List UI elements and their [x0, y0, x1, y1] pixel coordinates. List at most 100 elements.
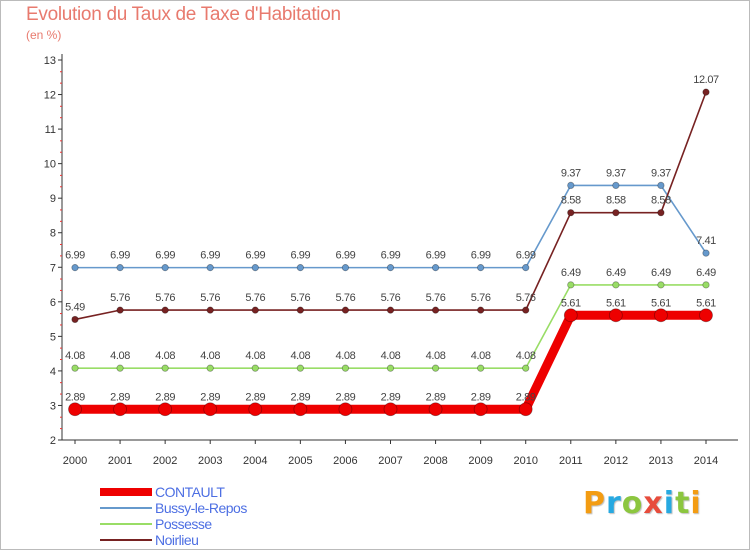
data-label: 5.61	[606, 297, 626, 309]
data-label: 6.99	[110, 250, 130, 262]
legend-item-noirlieu: Noirlieu	[100, 532, 199, 548]
y-tick-label: 12	[44, 90, 56, 102]
data-label: 6.99	[336, 250, 356, 262]
data-label: 2.89	[290, 391, 310, 403]
x-tick-label: 2004	[243, 455, 267, 467]
logo-letter: P	[583, 486, 606, 521]
data-point	[612, 181, 620, 189]
data-point	[296, 364, 304, 372]
y-tick-label: 4	[50, 366, 56, 378]
legend-swatch	[100, 539, 152, 541]
data-label: 2.89	[200, 391, 220, 403]
legend-swatch	[100, 488, 152, 496]
data-point	[522, 306, 530, 314]
data-point	[251, 306, 259, 314]
data-point	[251, 364, 259, 372]
data-label: 5.61	[561, 297, 581, 309]
data-label: 12.07	[693, 74, 719, 86]
y-tick-label: 5	[50, 331, 56, 343]
data-point	[612, 209, 620, 217]
data-label: 4.08	[290, 350, 310, 362]
data-label: 6.99	[471, 250, 491, 262]
logo-letter: r	[606, 486, 622, 521]
data-point	[386, 264, 395, 272]
data-point	[383, 402, 398, 417]
data-point	[206, 364, 214, 372]
data-point	[567, 281, 575, 289]
x-tick-label: 2000	[63, 455, 87, 467]
data-label: 6.99	[200, 250, 220, 262]
data-label: 2.89	[516, 391, 536, 403]
logo-letter: i	[690, 486, 702, 521]
data-point	[431, 364, 440, 372]
data-label: 9.37	[606, 167, 626, 179]
data-label: 8.58	[651, 195, 671, 207]
data-point	[251, 264, 259, 272]
data-point	[341, 364, 350, 372]
data-label: 6.49	[561, 267, 581, 279]
data-point	[341, 306, 350, 314]
data-label: 5.61	[651, 297, 671, 309]
data-point	[657, 181, 665, 189]
data-label: 2.89	[426, 391, 446, 403]
data-label: 7.41	[696, 235, 716, 247]
data-label: 4.08	[245, 350, 265, 362]
data-point	[386, 364, 395, 372]
x-tick-label: 2012	[604, 455, 628, 467]
logo-letter: o	[621, 486, 644, 521]
data-label: 5.76	[155, 292, 175, 304]
data-point	[248, 402, 263, 417]
data-label: 2.89	[155, 391, 175, 403]
data-point	[702, 88, 710, 96]
data-point	[431, 264, 440, 272]
logo-letter: x	[643, 486, 664, 521]
data-point	[477, 364, 485, 372]
data-point	[608, 308, 623, 323]
data-point	[116, 364, 124, 372]
data-label: 6.49	[696, 267, 716, 279]
data-point	[338, 402, 353, 417]
data-point	[296, 306, 304, 314]
data-point	[654, 308, 668, 323]
data-label: 6.49	[651, 267, 671, 279]
data-label: 6.99	[426, 250, 446, 262]
data-point	[113, 402, 127, 417]
data-label: 2.89	[245, 391, 265, 403]
data-point	[68, 402, 82, 417]
data-point	[518, 402, 533, 417]
legend-swatch	[100, 523, 152, 525]
data-point	[158, 402, 173, 417]
data-label: 2.89	[471, 391, 491, 403]
data-label: 4.08	[471, 350, 491, 362]
x-tick-label: 2008	[423, 455, 447, 467]
data-point	[71, 264, 79, 272]
legend-label: Noirlieu	[155, 532, 199, 548]
data-point	[699, 308, 713, 323]
x-tick-label: 2005	[288, 455, 312, 467]
data-label: 8.58	[561, 195, 581, 207]
data-point	[296, 264, 304, 272]
y-tick-label: 13	[44, 55, 56, 67]
legend-item-contault: CONTAULT	[100, 484, 225, 500]
logo-letter: t	[675, 486, 691, 521]
data-point	[386, 306, 395, 314]
data-point	[702, 249, 710, 257]
data-point	[657, 281, 665, 289]
x-tick-label: 2002	[153, 455, 177, 467]
data-label: 5.76	[245, 292, 265, 304]
series-noirlieu: 5.49 5.76 5.76 5.76 5.76 5.76 5.76 5.76 5.76 5.76…	[65, 74, 719, 324]
data-label: 4.08	[336, 350, 356, 362]
legend-item-possesse: Possesse	[100, 516, 212, 532]
y-tick-label: 10	[44, 159, 56, 171]
data-label: 5.76	[336, 292, 356, 304]
data-point	[477, 306, 485, 314]
data-label: 4.08	[381, 350, 401, 362]
legend-label: Possesse	[155, 516, 212, 532]
x-tick-label: 2014	[694, 455, 718, 467]
chart-title: Evolution du Taux de Taxe d'Habitation	[26, 4, 341, 25]
data-label: 4.08	[110, 350, 130, 362]
logo-letter: i	[663, 486, 676, 521]
data-point	[612, 281, 620, 289]
data-point	[567, 181, 575, 189]
